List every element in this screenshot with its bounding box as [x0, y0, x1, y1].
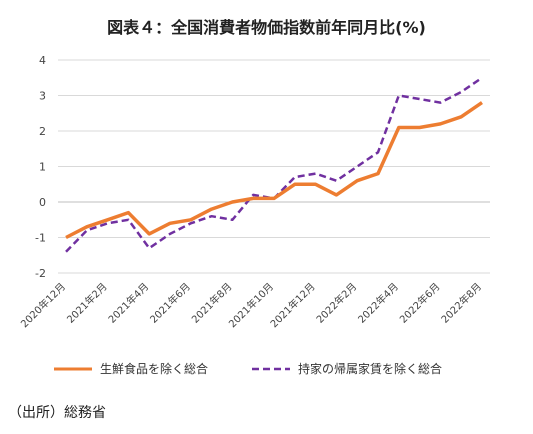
- y-axis-tick-labels: -2 -1 0 1 2 3 4: [35, 54, 46, 280]
- x-tick-label: 2020年12月: [18, 280, 68, 330]
- x-tick-label: 2022年6月: [397, 280, 443, 326]
- legend-item-ex-rent-cpi: 持家の帰属家賃を除く総合: [250, 360, 442, 377]
- y-tick-label: 2: [39, 125, 46, 138]
- gridlines: [58, 59, 490, 274]
- series-line: [65, 76, 483, 253]
- series-lines: [65, 76, 483, 253]
- legend-swatch-solid: [54, 367, 92, 370]
- y-tick-label: 1: [39, 161, 46, 174]
- source-note: （出所）総務省: [8, 405, 106, 421]
- y-tick-label: 4: [39, 54, 46, 67]
- x-tick-label: 2022年4月: [355, 280, 401, 326]
- y-tick-label: 3: [39, 90, 46, 103]
- y-tick-label: -1: [35, 232, 46, 245]
- chart-title: 図表４：全国消費者物価指数前年同月比(%): [107, 18, 426, 37]
- x-tick-label: 2021年2月: [64, 280, 110, 326]
- legend-item-core-cpi: 生鮮食品を除く総合: [52, 360, 208, 377]
- x-tick-label: 2022年8月: [438, 280, 484, 326]
- x-tick-label: 2021年6月: [147, 280, 193, 326]
- x-tick-label: 2021年4月: [105, 280, 151, 326]
- x-tick-label: 2021年12月: [267, 280, 317, 330]
- legend-label-ex-rent-cpi: 持家の帰属家賃を除く総合: [298, 362, 443, 376]
- legend: 生鮮食品を除く総合 持家の帰属家賃を除く総合: [0, 360, 533, 384]
- y-tick-label: 0: [39, 196, 46, 209]
- legend-swatch-dashed: [252, 367, 290, 370]
- x-tick-label: 2022年2月: [313, 280, 359, 326]
- x-tick-label: 2021年8月: [189, 280, 235, 326]
- y-tick-label: -2: [35, 267, 46, 280]
- series-line: [65, 101, 483, 240]
- legend-label-core-cpi: 生鮮食品を除く総合: [100, 362, 209, 376]
